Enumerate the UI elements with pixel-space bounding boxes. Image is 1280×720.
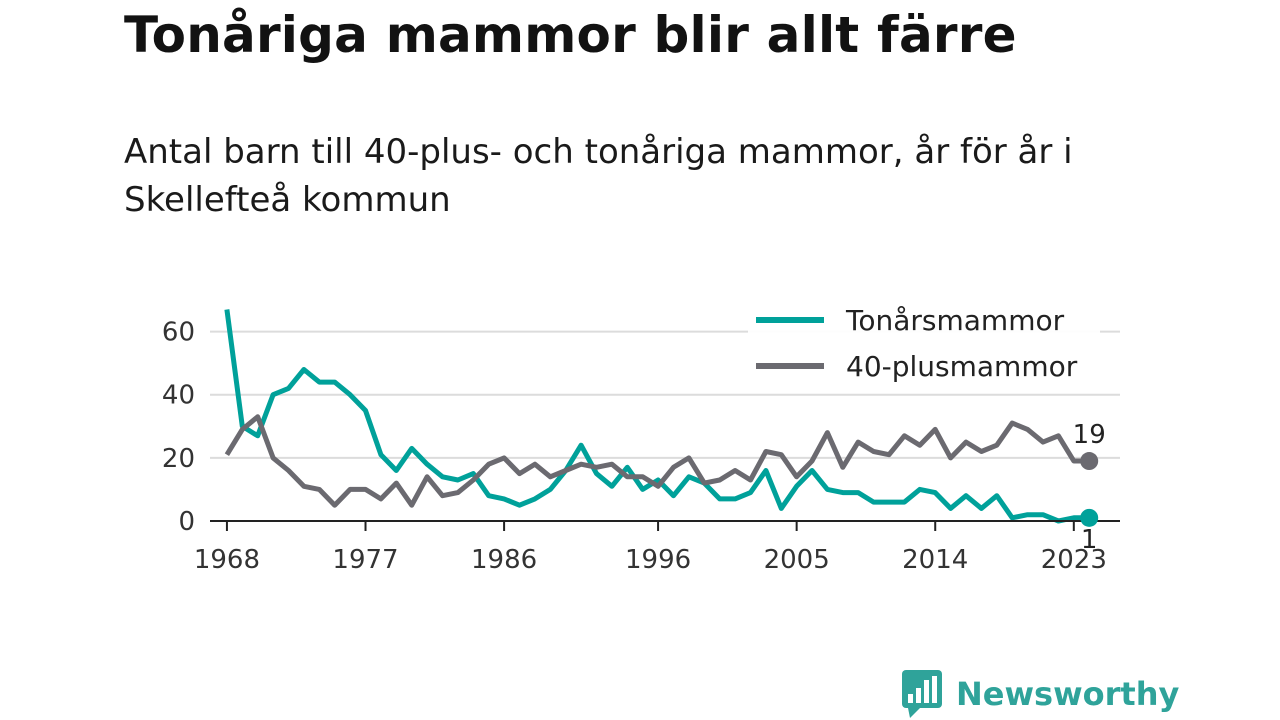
newsworthy-brand: Newsworthy bbox=[900, 668, 1179, 720]
series-end-point-0 bbox=[1080, 508, 1099, 527]
y-tick-label: 60 bbox=[162, 318, 195, 348]
x-tick-label: 1986 bbox=[471, 545, 537, 575]
y-tick-label: 40 bbox=[162, 381, 195, 411]
x-tick-label: 1977 bbox=[332, 545, 398, 575]
brand-name: Newsworthy bbox=[956, 675, 1180, 713]
series-end-point-1 bbox=[1080, 452, 1099, 471]
series-line-0 bbox=[224, 309, 1090, 524]
legend-label-0: Tonårsmammor bbox=[845, 304, 1065, 337]
chart-subtitle: Antal barn till 40-plus- och tonåriga ma… bbox=[124, 132, 1073, 220]
y-tick-label: 20 bbox=[162, 444, 195, 474]
y-tick-label: 0 bbox=[178, 507, 195, 537]
x-tick-label: 2005 bbox=[764, 545, 830, 575]
series-line-1 bbox=[224, 414, 1090, 508]
x-tick-label: 1968 bbox=[194, 545, 260, 575]
series-end-label-0: 1 bbox=[1081, 525, 1098, 555]
x-tick-label: 2014 bbox=[902, 545, 968, 575]
series-end-label-1: 19 bbox=[1073, 420, 1106, 450]
legend-box bbox=[748, 296, 1100, 392]
chart-title: Tonåriga mammor blir allt färre bbox=[124, 6, 1017, 64]
legend-label-1: 40-plusmammor bbox=[846, 350, 1078, 383]
newsworthy-logo-icon bbox=[902, 670, 942, 718]
x-tick-label: 2023 bbox=[1041, 545, 1107, 575]
x-tick-label: 1996 bbox=[625, 545, 691, 575]
